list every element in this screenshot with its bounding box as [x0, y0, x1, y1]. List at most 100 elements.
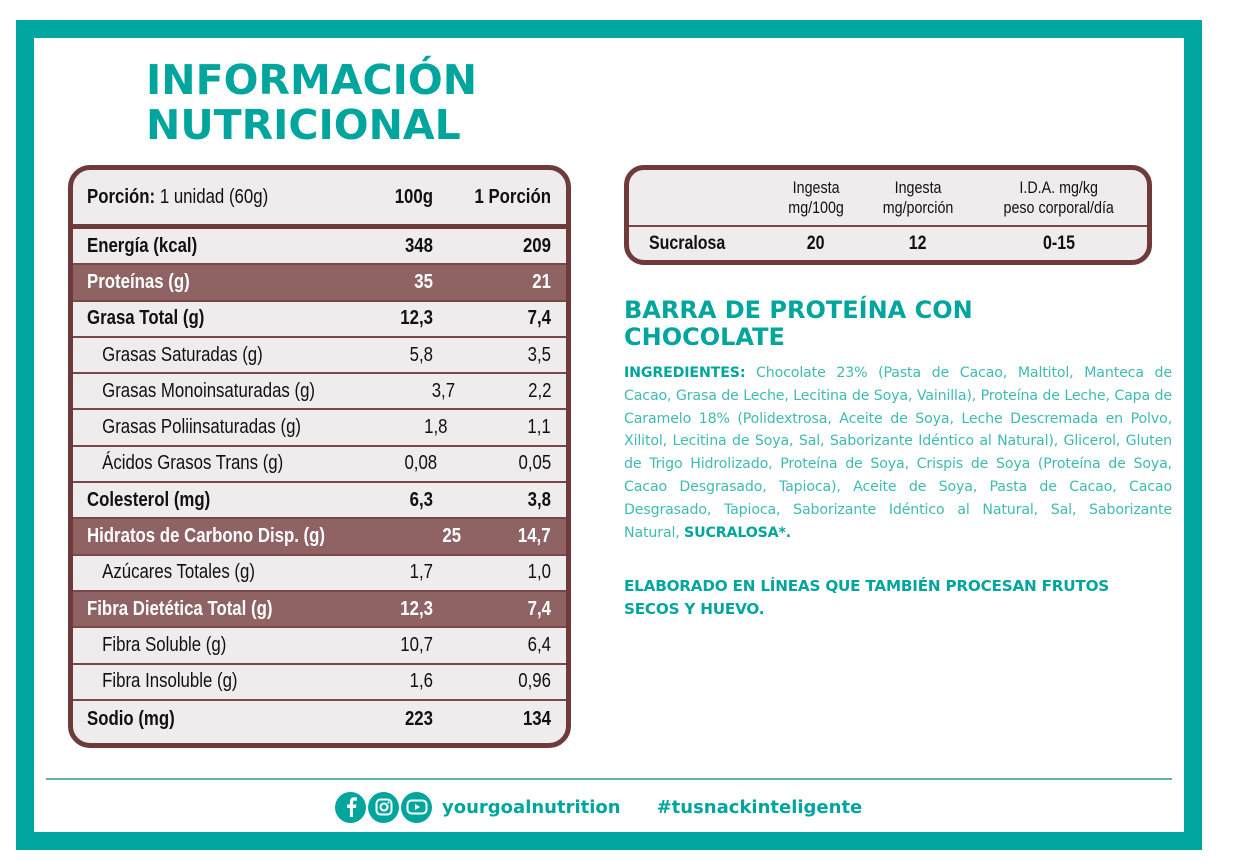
- nutrient-label: Sodio (mg): [87, 707, 175, 730]
- nutrient-label: Ácidos Grasos Trans (g): [102, 452, 284, 475]
- allergen-line-2: SECOS Y HUEVO.: [624, 599, 765, 618]
- nutrient-label: Energía (kcal): [87, 234, 198, 257]
- social-handle[interactable]: yourgoalnutrition: [442, 796, 621, 818]
- value-per-100g: 223: [404, 707, 433, 730]
- nutrient-label: Grasas Poliinsaturadas (g): [102, 416, 302, 439]
- title-line-1: INFORMACIÓN: [146, 56, 478, 104]
- serving-size: Porción: 1 unidad (60g): [87, 186, 277, 209]
- header-line: Ingesta: [894, 177, 942, 197]
- nutrition-row: Grasas Monoinsaturadas (g) 3,7 2,2: [73, 374, 566, 411]
- value-per-portion: 1,1: [527, 416, 551, 439]
- nutrition-row: Fibra Dietética Total (g) 12,3 7,4: [73, 591, 566, 629]
- value-per-portion: 3,5: [527, 343, 551, 366]
- value-per-portion: 2,2: [527, 379, 551, 402]
- nutrient-label: Azúcares Totales (g): [102, 561, 255, 584]
- nutrition-row: Energía (kcal) 348 209: [73, 229, 566, 266]
- header-line: mg/100g: [788, 197, 844, 217]
- value-per-portion: 3,8: [527, 488, 551, 511]
- title-line-2: NUTRICIONAL: [146, 101, 461, 149]
- product-title-line-1: BARRA DE PROTEÍNA CON: [624, 296, 973, 324]
- value-per-100g: 348: [404, 234, 433, 257]
- value-per-portion: 0,05: [518, 452, 551, 475]
- nutrient-label: Hidratos de Carbono Disp. (g): [87, 525, 326, 548]
- nutrition-row: Grasa Total (g) 12,3 7,4: [73, 302, 566, 338]
- value-per-100g: 1,8: [423, 416, 448, 439]
- serving-label: Porción:: [87, 185, 156, 208]
- product-title: BARRA DE PROTEÍNA CON CHOCOLATE: [624, 297, 1184, 351]
- value-per-portion: 134: [522, 707, 551, 730]
- footer: yourgoalnutrition #tusnackinteligente: [335, 790, 862, 824]
- header-line: I.D.A. mg/kg: [1019, 177, 1099, 197]
- product-title-line-2: CHOCOLATE: [624, 323, 785, 351]
- sweetener-header-ida: I.D.A. mg/kg peso corporal/día: [971, 178, 1147, 218]
- nutrition-row: Ácidos Grasos Trans (g) 0,08 0,05: [73, 447, 566, 484]
- nutrition-row: Fibra Soluble (g) 10,7 6,4: [73, 628, 566, 665]
- sweetener-table: Ingesta mg/100g Ingesta mg/porción I.D.A. …: [624, 165, 1152, 265]
- ingredients-emphasis: SUCRALOSA*.: [684, 524, 792, 541]
- nutrition-row: Fibra Insoluble (g) 1,6 0,96: [73, 665, 566, 701]
- nutrition-rows: Energía (kcal) 348 209 Proteínas (g) 35 21 Gra…: [73, 229, 566, 737]
- facebook-icon[interactable]: [335, 791, 366, 823]
- value-per-100g: 1,7: [409, 561, 433, 584]
- instagram-icon[interactable]: [368, 791, 399, 823]
- value-per-portion: 21: [532, 270, 551, 293]
- value-per-portion: 209: [522, 234, 551, 257]
- page-title: INFORMACIÓN NUTRICIONAL: [146, 58, 477, 148]
- nutrition-row: Grasas Saturadas (g) 5,8 3,5: [73, 338, 566, 375]
- value-per-100g: 35: [414, 270, 433, 293]
- sweetener-ida: 0-15: [1043, 232, 1075, 254]
- youtube-icon[interactable]: [401, 791, 432, 823]
- header-line: peso corporal/día: [1003, 197, 1115, 217]
- nutrition-row: Azúcares Totales (g) 1,7 1,0: [73, 556, 566, 592]
- value-per-100g: 3,7: [432, 379, 456, 402]
- value-per-portion: 14,7: [518, 525, 551, 548]
- value-per-100g: 0,08: [404, 452, 437, 475]
- nutrient-label: Fibra Soluble (g): [102, 633, 227, 656]
- value-per-100g: 6,3: [409, 488, 433, 511]
- value-per-100g: 25: [442, 525, 462, 548]
- sweetener-header-per100: Ingesta mg/100g: [767, 178, 865, 218]
- header-line: Ingesta: [792, 177, 840, 197]
- nutrient-label: Fibra Dietética Total (g): [87, 597, 273, 620]
- value-per-portion: 6,4: [527, 633, 551, 656]
- nutrient-label: Grasas Monoinsaturadas (g): [102, 379, 316, 402]
- nutrient-label: Grasas Saturadas (g): [102, 343, 263, 366]
- sweetener-row: Sucralosa 20 12 0-15: [629, 227, 1147, 260]
- ingredients-text: Chocolate 23% (Pasta de Cacao, Maltitol,…: [624, 365, 1172, 541]
- sweetener-per100: 20: [807, 232, 825, 254]
- col-header-portion: 1 Porción: [474, 185, 551, 208]
- nutrition-row: Proteínas (g) 35 21: [73, 265, 566, 302]
- value-per-100g: 1,6: [409, 670, 433, 693]
- header-line: mg/porción: [882, 197, 954, 217]
- value-per-portion: 1,0: [527, 561, 551, 584]
- value-per-portion: 7,4: [527, 597, 551, 620]
- serving-value: 1 unidad (60g): [159, 185, 269, 208]
- nutrition-row: Grasas Poliinsaturadas (g) 1,8 1,1: [73, 410, 566, 447]
- nutrient-label: Grasa Total (g): [87, 307, 205, 330]
- sweetener-name: Sucralosa: [649, 232, 726, 254]
- ingredients-list: INGREDIENTES: Chocolate 23% (Pasta de Ca…: [624, 362, 1172, 544]
- nutrition-row: Colesterol (mg) 6,3 3,8: [73, 483, 566, 520]
- nutrient-label: Fibra Insoluble (g): [102, 670, 238, 693]
- value-per-100g: 10,7: [400, 633, 433, 656]
- nutrition-row: Hidratos de Carbono Disp. (g) 25 14,7: [73, 519, 566, 556]
- ingredients-label: INGREDIENTES:: [624, 365, 746, 381]
- nutrition-table-header: Porción: 1 unidad (60g) 100g 1 Porción: [73, 170, 566, 229]
- sweetener-perportion: 12: [909, 232, 927, 254]
- nutrition-row: Sodio (mg) 223 134: [73, 701, 566, 737]
- col-header-100g: 100g: [394, 185, 433, 208]
- social-icons: [335, 791, 432, 823]
- sweetener-header-perportion: Ingesta mg/porción: [865, 178, 971, 218]
- nutrient-label: Proteínas (g): [87, 270, 190, 293]
- value-per-100g: 12,3: [400, 307, 433, 330]
- allergen-line-1: ELABORADO EN LÍNEAS QUE TAMBIÉN PROCESAN…: [624, 577, 1110, 595]
- value-per-100g: 5,8: [409, 343, 433, 366]
- value-per-portion: 0,96: [518, 670, 551, 693]
- value-per-portion: 7,4: [527, 307, 551, 330]
- nutrient-label: Colesterol (mg): [87, 488, 211, 511]
- value-per-100g: 12,3: [400, 597, 433, 620]
- sweetener-table-header: Ingesta mg/100g Ingesta mg/porción I.D.A. …: [629, 170, 1147, 227]
- nutrition-table: Porción: 1 unidad (60g) 100g 1 Porción E…: [68, 165, 571, 748]
- allergen-warning: ELABORADO EN LÍNEAS QUE TAMBIÉN PROCESAN…: [624, 575, 1184, 620]
- hashtag: #tusnackinteligente: [656, 796, 863, 818]
